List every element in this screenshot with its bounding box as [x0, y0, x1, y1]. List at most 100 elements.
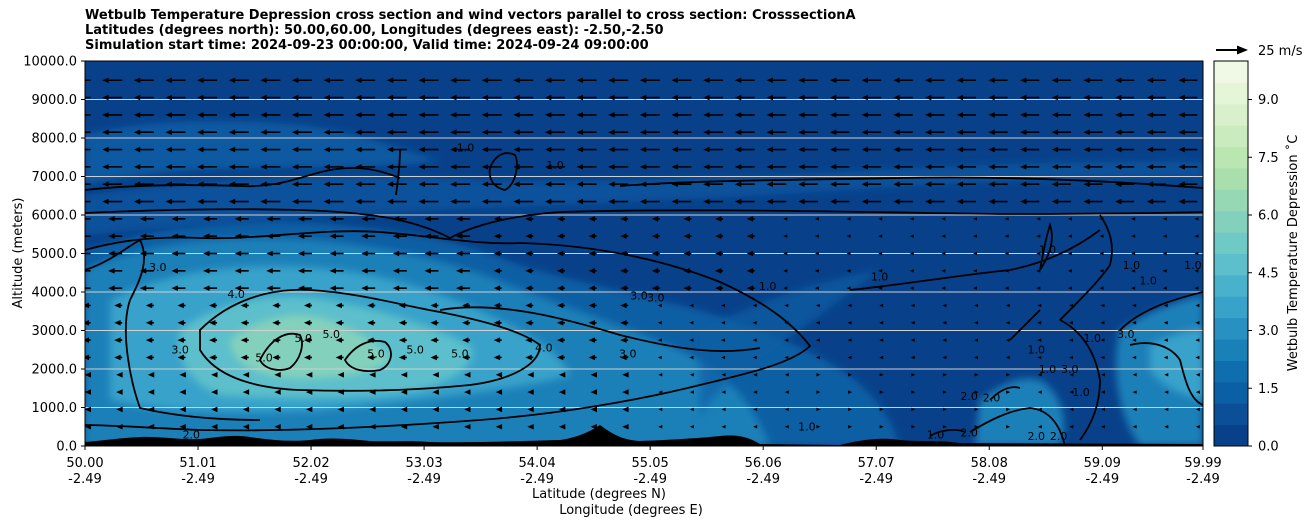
- wind-arrow-head: [297, 250, 305, 257]
- wind-arrow-head: [893, 164, 900, 170]
- wind-arrow-head: [513, 77, 520, 84]
- wind-arrow-head: [527, 389, 534, 395]
- contour-label: 3.0: [149, 261, 167, 274]
- wind-arrow-head: [651, 268, 659, 274]
- wind-arrow-head: [481, 164, 489, 170]
- wind-arrow-head: [861, 112, 868, 118]
- x-tick-label-lon: -2.49: [746, 472, 780, 487]
- wind-arrow-head: [481, 77, 489, 84]
- wind-arrow-head: [456, 250, 463, 257]
- wind-arrow-head: [462, 337, 469, 343]
- wind-arrow-head: [651, 233, 659, 239]
- colorbar-band: [1214, 210, 1248, 233]
- contour-line: [439, 306, 761, 352]
- wind-arrow-head: [798, 94, 805, 101]
- contour-label: 1.0: [1123, 259, 1141, 272]
- wind-arrow-head: [734, 129, 742, 136]
- wind-arrow-head: [1115, 94, 1122, 101]
- contour-label: 4.0: [535, 342, 553, 355]
- wind-arrow-head: [1146, 164, 1154, 170]
- colorbar-tick-label: 3.0: [1258, 324, 1279, 339]
- wind-arrow-head: [798, 77, 805, 84]
- wind-arrow-head: [689, 425, 694, 429]
- wind-arrow-head: [335, 337, 342, 343]
- wind-arrow-head: [608, 112, 615, 118]
- wind-arrow-head: [1037, 373, 1042, 377]
- wind-arrow-head: [85, 389, 91, 395]
- wind-arrow-head: [924, 77, 932, 84]
- wind-arrow-head: [139, 285, 147, 291]
- wind-arrow-head: [544, 164, 552, 170]
- wind-arrow-head: [424, 285, 431, 291]
- wind-arrow-head: [798, 181, 805, 187]
- wind-arrow-head: [588, 337, 595, 343]
- contour-line: [1129, 342, 1203, 406]
- wind-arrow-head: [861, 198, 868, 205]
- contour-label: 1.0: [1072, 386, 1090, 399]
- wind-arrow-head: [116, 406, 123, 413]
- x-tick-label-lon: -2.49: [294, 472, 328, 487]
- wind-arrow-head: [942, 407, 947, 412]
- wind-arrow-head: [1068, 303, 1073, 308]
- wind-arrow-head: [1005, 321, 1010, 325]
- wind-arrow-head: [495, 423, 503, 430]
- contour-line: [849, 229, 1101, 291]
- wind-arrow-head: [102, 164, 109, 170]
- contour-label: 1.0: [1083, 332, 1101, 345]
- contour-label: 1.0: [798, 421, 816, 434]
- wind-arrow-head: [329, 233, 336, 239]
- wind-arrow-head: [1067, 234, 1072, 238]
- wind-arrow-head: [1178, 77, 1185, 84]
- wind-arrow-head: [784, 407, 789, 412]
- wind-arrow-head: [1083, 129, 1090, 136]
- contour-line: [1059, 214, 1113, 321]
- wind-reference-key: 25 m/s: [1216, 44, 1303, 59]
- wind-arrow-head: [85, 337, 89, 343]
- colorbar: 0.0 1.5 3.0 4.5 6.0 7.5 9.0: [1214, 61, 1279, 455]
- wind-arrow-head: [171, 250, 178, 257]
- wind-arrow-head: [1006, 407, 1011, 412]
- wind-arrow-head: [386, 146, 394, 153]
- wind-arrow-head: [165, 77, 172, 84]
- y-tick-label: 9000.0: [32, 93, 78, 108]
- wind-arrow-head: [493, 233, 501, 239]
- wind-arrow-head: [203, 233, 210, 239]
- wind-arrow-head: [752, 338, 757, 342]
- wind-arrow-head: [689, 321, 694, 325]
- wind-arrow-head: [1004, 251, 1009, 256]
- wind-arrow-head: [1006, 373, 1011, 377]
- wind-arrow-head: [1195, 303, 1200, 308]
- wind-arrow-head: [147, 406, 155, 413]
- wind-arrow-head: [988, 129, 995, 136]
- wind-arrow-head: [657, 303, 662, 308]
- wind-arrow-head: [234, 285, 242, 291]
- wind-arrow-head: [525, 268, 532, 274]
- wind-arrow-head: [1115, 129, 1122, 136]
- wind-arrow-head: [432, 389, 439, 395]
- contour-label: 4.0: [227, 288, 245, 301]
- wind-arrow-head: [462, 302, 469, 309]
- wind-arrow-head: [766, 129, 773, 136]
- wind-arrow-head: [973, 251, 978, 256]
- x-tick-label-lat: 53.03: [405, 456, 442, 471]
- wind-arrow-head: [671, 112, 678, 118]
- contour-label: 3.0: [630, 290, 648, 303]
- wind-arrow-head: [165, 146, 172, 153]
- wind-arrow-head: [386, 181, 394, 187]
- wind-arrow-head: [108, 268, 115, 274]
- wind-arrow-head: [861, 181, 868, 187]
- wind-arrow-head: [274, 371, 281, 378]
- wind-arrow-head: [783, 251, 788, 256]
- wind-arrow-head: [513, 146, 520, 153]
- wind-arrow-head: [879, 338, 884, 342]
- wind-arrow-head: [1099, 286, 1104, 290]
- wind-arrow-head: [77, 216, 83, 222]
- x-tick-label-lat: 59.09: [1084, 456, 1121, 471]
- wind-arrow-head: [893, 181, 900, 187]
- wind-arrow-head: [71, 112, 77, 118]
- wind-arrow-head: [400, 371, 408, 378]
- wind-arrow-head: [1100, 303, 1105, 308]
- wind-arrow-head: [924, 94, 932, 101]
- wind-arrow-head: [734, 164, 742, 170]
- contour-label: 5.0: [322, 328, 340, 341]
